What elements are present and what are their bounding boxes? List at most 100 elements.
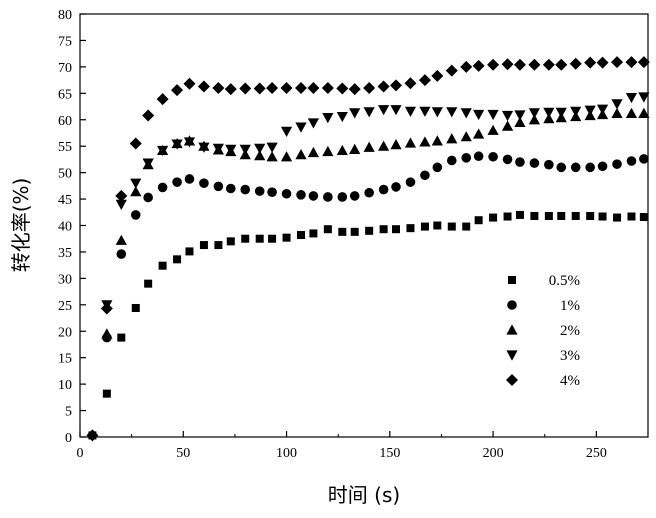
data-point: [461, 153, 471, 163]
y-tick-label: 60: [58, 114, 72, 129]
data-point: [297, 231, 305, 239]
data-point: [625, 56, 637, 68]
data-point: [461, 131, 472, 141]
y-tick-label: 75: [58, 34, 72, 49]
y-tick-label: 0: [65, 431, 72, 446]
data-point: [390, 139, 401, 149]
data-point: [266, 82, 278, 94]
data-point: [502, 120, 513, 130]
data-point: [597, 105, 608, 115]
data-point: [475, 216, 483, 224]
data-point: [544, 160, 554, 170]
data-point: [392, 225, 400, 233]
data-point: [130, 138, 142, 150]
data-point: [462, 223, 470, 231]
data-point: [503, 155, 513, 165]
data-point: [584, 57, 596, 69]
data-point: [227, 237, 235, 245]
data-point: [364, 107, 375, 117]
data-point: [363, 82, 375, 94]
data-point: [144, 280, 152, 288]
data-point: [570, 107, 581, 117]
y-tick-label: 25: [58, 299, 72, 314]
data-point: [185, 247, 193, 255]
legend-item: 1%: [507, 298, 580, 314]
data-point: [307, 82, 319, 94]
data-point: [419, 107, 430, 117]
data-point: [130, 179, 141, 189]
data-point: [268, 235, 276, 243]
data-point: [639, 154, 649, 164]
legend: 0.5%1%2%3%4%: [506, 273, 580, 389]
x-tick-label: 200: [483, 446, 504, 461]
data-point: [349, 144, 360, 154]
data-point: [172, 177, 182, 187]
legend-marker: [506, 374, 518, 386]
data-point: [336, 83, 348, 95]
data-point: [132, 304, 140, 312]
data-point: [350, 191, 360, 201]
data-point: [142, 110, 154, 122]
data-point: [212, 82, 224, 94]
conversion-scatter-plot: 0501001502002500510152025303540455055606…: [0, 0, 656, 513]
y-tick-label: 45: [58, 193, 72, 208]
data-point: [545, 212, 553, 220]
data-point: [448, 223, 456, 231]
data-point: [530, 212, 538, 220]
data-point: [419, 136, 430, 146]
data-point: [185, 174, 195, 184]
data-point: [200, 241, 208, 249]
data-point: [640, 213, 648, 221]
data-point: [599, 213, 607, 221]
data-point: [116, 235, 127, 245]
data-point: [586, 212, 594, 220]
data-point: [308, 147, 319, 157]
data-point: [556, 108, 567, 118]
data-point: [446, 107, 457, 117]
data-point: [378, 141, 389, 151]
data-point: [364, 188, 374, 198]
legend-label: 3%: [560, 348, 580, 364]
data-point: [322, 82, 334, 94]
data-point: [214, 241, 222, 249]
data-point: [626, 93, 637, 103]
data-point: [433, 222, 441, 230]
data-point: [404, 77, 416, 89]
data-point: [431, 70, 443, 82]
data-point: [101, 328, 112, 338]
data-point: [406, 177, 416, 187]
data-point: [364, 142, 375, 152]
y-tick-label: 50: [58, 167, 72, 182]
data-point: [473, 110, 484, 120]
data-point: [514, 59, 526, 71]
data-point: [487, 125, 498, 135]
data-point: [446, 133, 457, 143]
legend-marker: [508, 276, 516, 284]
data-point: [323, 192, 333, 202]
data-point: [530, 158, 540, 168]
data-point: [627, 156, 637, 166]
data-point: [281, 127, 292, 137]
legend-label: 4%: [560, 373, 580, 389]
x-tick-label: 0: [77, 446, 84, 461]
data-point: [157, 93, 169, 105]
data-point: [338, 228, 346, 236]
data-point: [597, 57, 609, 69]
data-point: [199, 178, 209, 188]
data-point: [405, 107, 416, 117]
data-point: [421, 223, 429, 231]
data-point: [282, 189, 292, 199]
data-point: [254, 144, 265, 154]
data-point: [432, 135, 443, 145]
data-point: [528, 59, 540, 71]
data-point: [380, 225, 388, 233]
data-point: [117, 334, 125, 342]
data-point: [514, 110, 525, 120]
data-point: [626, 108, 637, 118]
data-point: [281, 82, 293, 94]
data-point: [281, 151, 292, 161]
data-point: [295, 82, 307, 94]
data-point: [183, 78, 195, 90]
data-point: [240, 145, 251, 155]
y-tick-label: 40: [58, 220, 72, 235]
